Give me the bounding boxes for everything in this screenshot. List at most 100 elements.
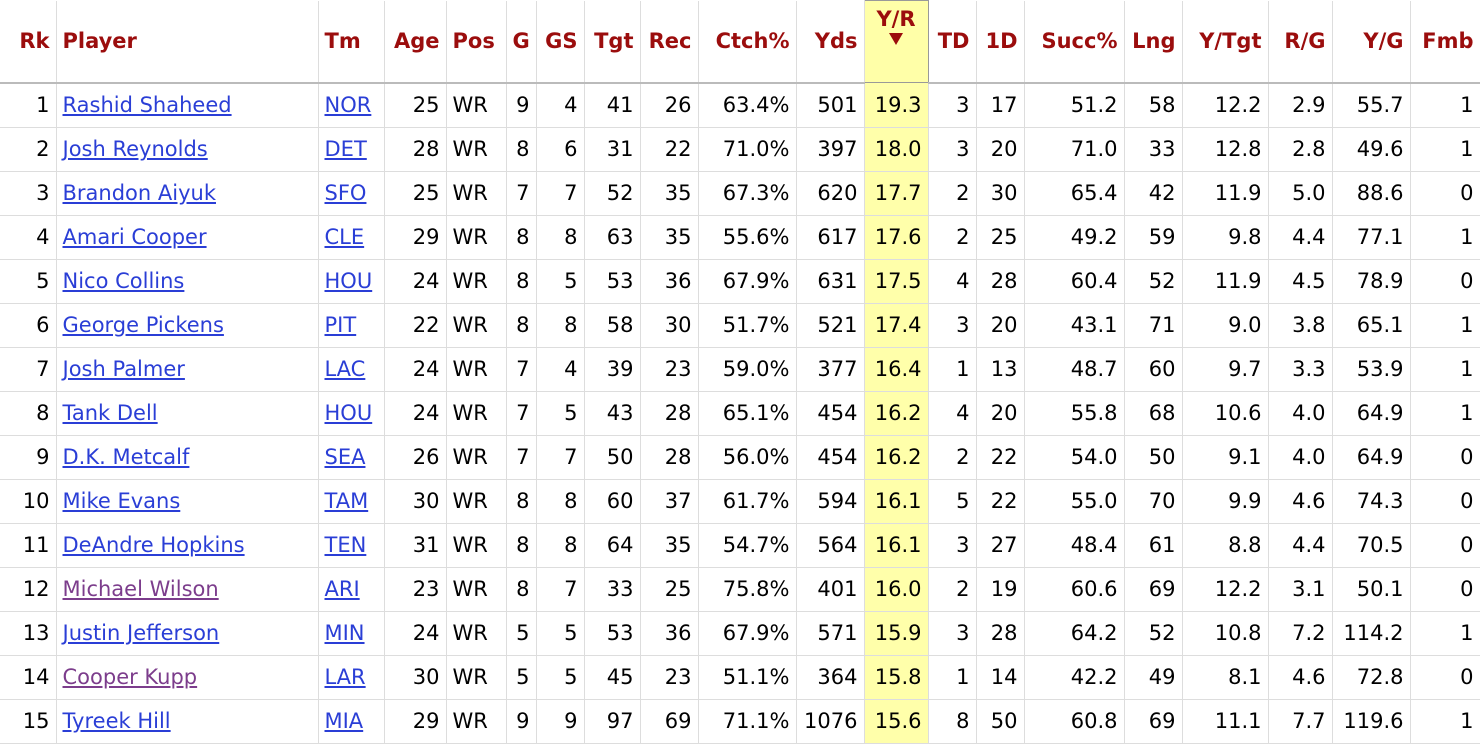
player-link[interactable]: Michael Wilson (62, 577, 219, 601)
table-cell: 25 (640, 567, 699, 612)
table-cell: 571 (796, 611, 865, 656)
table-cell: 7 (536, 567, 585, 612)
table-cell: 3 (928, 127, 977, 172)
table-cell: 53 (584, 611, 641, 656)
team-link[interactable]: HOU (324, 401, 373, 425)
table-cell: Brandon Aiyuk (56, 171, 319, 216)
table-cell: 8 (536, 215, 585, 260)
player-link[interactable]: Nico Collins (62, 269, 185, 293)
table-cell: 4 (536, 82, 585, 128)
table-cell: 64.9 (1332, 435, 1411, 480)
column-header[interactable]: Player (56, 0, 319, 84)
player-link[interactable]: Mike Evans (62, 489, 181, 513)
player-link[interactable]: Justin Jefferson (62, 621, 220, 645)
team-link[interactable]: LAC (324, 357, 366, 381)
table-row: 10 Mike Evans TAM 30 WR 8 8 60 37 61.7% 594 16.1 5 22… (0, 479, 1480, 524)
table-cell: 23 (640, 655, 699, 700)
column-header[interactable]: Ctch% (698, 0, 797, 84)
column-header[interactable]: Y/G (1332, 0, 1411, 84)
table-cell: WR (446, 347, 507, 392)
table-cell: 51.1% (698, 655, 797, 700)
column-header[interactable]: Rec (640, 0, 699, 84)
player-link[interactable]: Tyreek Hill (62, 709, 171, 733)
table-cell: 10.8 (1182, 611, 1269, 656)
team-link[interactable]: DET (324, 137, 367, 161)
table-cell: 51.2 (1024, 82, 1125, 128)
table-cell: 3 (928, 523, 977, 568)
player-link[interactable]: Cooper Kupp (62, 665, 198, 689)
table-cell: 54.0 (1024, 435, 1125, 480)
table-cell: 5 (928, 479, 977, 524)
sort-arrow-shape (889, 33, 903, 45)
table-cell: 564 (796, 523, 865, 568)
table-cell: 14 (976, 655, 1025, 700)
player-link[interactable]: Amari Cooper (62, 225, 207, 249)
table-cell: 24 (384, 259, 447, 304)
table-cell: 4 (0, 215, 57, 260)
table-cell: 8 (0, 391, 57, 436)
team-link[interactable]: LAR (324, 665, 366, 689)
table-cell: 17.6 (864, 215, 929, 260)
team-link[interactable]: TAM (324, 489, 369, 513)
column-header[interactable]: Tm (318, 0, 385, 84)
table-cell: 58 (584, 303, 641, 348)
column-header[interactable]: Fmb (1410, 0, 1480, 84)
header-label: Y/G (1363, 29, 1404, 53)
table-cell: 60.8 (1024, 699, 1125, 744)
table-cell: SFO (318, 171, 385, 216)
column-header[interactable]: TD (928, 0, 977, 84)
column-header[interactable]: Rk (0, 0, 57, 84)
table-cell: PIT (318, 303, 385, 348)
column-header[interactable]: Tgt (584, 0, 641, 84)
player-link[interactable]: D.K. Metcalf (62, 445, 190, 469)
table-cell: 617 (796, 215, 865, 260)
player-link[interactable]: DeAndre Hopkins (62, 533, 245, 557)
column-header[interactable]: GS (536, 0, 585, 84)
column-header[interactable]: Age (384, 0, 447, 84)
team-link[interactable]: NOR (324, 93, 372, 117)
team-link[interactable]: MIN (324, 621, 365, 645)
table-cell: 16.0 (864, 567, 929, 612)
column-header[interactable]: Lng (1124, 0, 1183, 84)
team-link[interactable]: ARI (324, 577, 360, 601)
team-link[interactable]: PIT (324, 313, 357, 337)
table-cell: 25 (976, 215, 1025, 260)
column-header[interactable]: Y/R (863, 0, 929, 83)
player-link[interactable]: Josh Palmer (62, 357, 185, 381)
column-header[interactable]: Succ% (1024, 0, 1125, 84)
table-cell: TEN (318, 523, 385, 568)
table-cell: 5 (506, 611, 537, 656)
table-cell: WR (446, 655, 507, 700)
table-cell: 55.7 (1332, 82, 1411, 128)
player-link[interactable]: George Pickens (62, 313, 224, 337)
player-link[interactable]: Rashid Shaheed (62, 93, 232, 117)
column-header[interactable]: G (506, 0, 537, 84)
team-link[interactable]: TEN (324, 533, 367, 557)
team-link[interactable]: SFO (324, 181, 367, 205)
team-link[interactable]: SEA (324, 445, 366, 469)
table-cell: 43.1 (1024, 303, 1125, 348)
team-link[interactable]: MIA (324, 709, 364, 733)
player-link[interactable]: Brandon Aiyuk (62, 181, 216, 205)
team-link[interactable]: HOU (324, 269, 373, 293)
table-cell: 2 (928, 215, 977, 260)
table-cell: 2 (928, 171, 977, 216)
table-cell: LAR (318, 655, 385, 700)
table-cell: 67.9% (698, 611, 797, 656)
table-cell: 26 (384, 435, 447, 480)
player-link[interactable]: Josh Reynolds (62, 137, 208, 161)
table-cell: 50.1 (1332, 567, 1411, 612)
team-link[interactable]: CLE (324, 225, 365, 249)
table-cell: 55.8 (1024, 391, 1125, 436)
table-cell: 77.1 (1332, 215, 1411, 260)
table-row: 11 DeAndre Hopkins TEN 31 WR 8 8 64 35 54.7% 564 16… (0, 523, 1480, 568)
table-cell: 9.0 (1182, 303, 1269, 348)
column-header[interactable]: Y/Tgt (1182, 0, 1269, 84)
column-header[interactable]: R/G (1268, 0, 1333, 84)
column-header[interactable]: Pos (446, 0, 507, 84)
column-header[interactable]: 1D (976, 0, 1025, 84)
table-cell: 59.0% (698, 347, 797, 392)
column-header[interactable]: Yds (796, 0, 865, 84)
table-row: 4 Amari Cooper CLE 29 WR 8 8 63 35 55.6% 617 17.6 2 2… (0, 215, 1480, 260)
player-link[interactable]: Tank Dell (62, 401, 158, 425)
